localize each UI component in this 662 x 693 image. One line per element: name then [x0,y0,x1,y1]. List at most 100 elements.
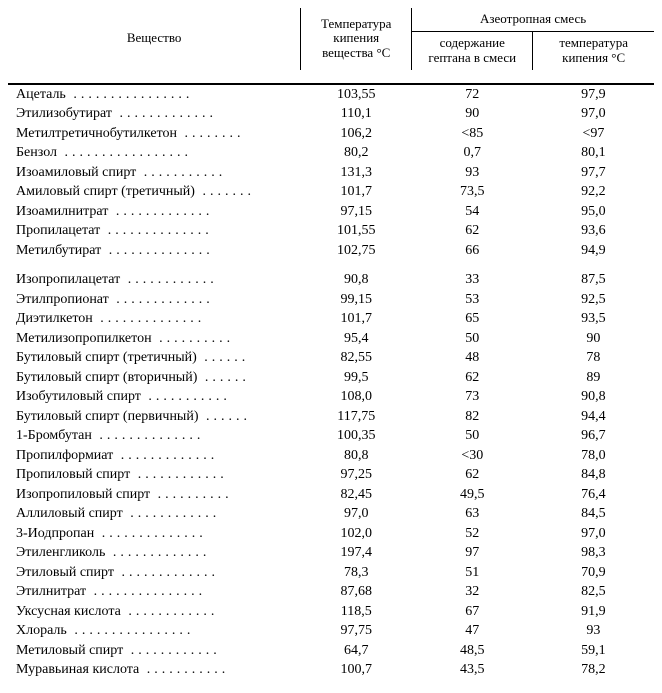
cell-temp-substance: 100,35 [301,426,412,446]
cell-azeotrope-bp: 78,0 [533,446,654,466]
cell-azeotrope-bp: 94,4 [533,407,654,427]
cell-heptane-content: 51 [412,563,533,583]
table-row: Диэтилкетон ..............101,76593,5 [8,309,654,329]
table-header: Вещество Температура кипения вещества °С… [8,8,654,84]
table-row: Бутиловый спирт (вторичный) ......99,562… [8,368,654,388]
cell-azeotrope-bp: 94,9 [533,241,654,261]
cell-azeotrope-bp: 96,7 [533,426,654,446]
cell-substance: Муравьиная кислота ........... [8,660,301,680]
cell-temp-substance: 90,8 [301,270,412,290]
cell-heptane-content: <85 [412,124,533,144]
cell-heptane-content: 66 [412,241,533,261]
cell-azeotrope-bp: 84,5 [533,504,654,524]
cell-substance: Метилтретичнобутилкетон ........ [8,124,301,144]
table-row: Метилизопропилкетон ..........95,45090 [8,329,654,349]
cell-heptane-content: 48 [412,348,533,368]
table-row: Метиловый спирт ............64,748,559,1 [8,641,654,661]
cell-azeotrope-bp: 91,9 [533,602,654,622]
table-row: Этилизобутират .............110,19097,0 [8,104,654,124]
cell-temp-substance: 102,75 [301,241,412,261]
cell-substance: Бутиловый спирт (первичный) ...... [8,407,301,427]
cell-substance: Изобутиловый спирт ........... [8,387,301,407]
cell-heptane-content: 53 [412,290,533,310]
cell-azeotrope-bp: 78 [533,348,654,368]
table-row: Муравьиная кислота ...........100,743,57… [8,660,654,680]
cell-heptane-content: 93 [412,163,533,183]
table-row: 1-Бромбутан ..............100,355096,7 [8,426,654,446]
cell-substance: Бензол ................. [8,143,301,163]
header-azeotrope-group: Азеотропная смесь [412,8,654,31]
cell-heptane-content: 49,5 [412,485,533,505]
cell-substance: Пропиловый спирт ............ [8,465,301,485]
header-heptane-content: содержание гептана в смеси [412,31,533,69]
cell-heptane-content: 43,5 [412,660,533,680]
table-row: Метилтретичнобутилкетон ........106,2<85… [8,124,654,144]
table-row: Бутиловый спирт (третичный) ......82,554… [8,348,654,368]
cell-azeotrope-bp: <97 [533,124,654,144]
cell-heptane-content: 52 [412,524,533,544]
cell-azeotrope-bp: 92,2 [533,182,654,202]
cell-temp-substance: 99,5 [301,368,412,388]
table-row: Пропилацетат ..............101,556293,6 [8,221,654,241]
cell-temp-substance: 103,55 [301,84,412,105]
table-row: Изоамиловый спирт ...........131,39397,7 [8,163,654,183]
cell-temp-substance: 101,55 [301,221,412,241]
cell-heptane-content: 72 [412,84,533,105]
cell-substance: Изопропилацетат ............ [8,270,301,290]
cell-azeotrope-bp: 93,6 [533,221,654,241]
cell-heptane-content: 62 [412,368,533,388]
cell-azeotrope-bp: 76,4 [533,485,654,505]
cell-heptane-content: 0,7 [412,143,533,163]
cell-heptane-content: 33 [412,270,533,290]
cell-azeotrope-bp: 89 [533,368,654,388]
cell-azeotrope-bp: 70,9 [533,563,654,583]
table-row: Изобутиловый спирт ...........108,07390,… [8,387,654,407]
cell-azeotrope-bp: 80,1 [533,143,654,163]
cell-heptane-content: 47 [412,621,533,641]
cell-temp-substance: 82,55 [301,348,412,368]
cell-heptane-content: 63 [412,504,533,524]
table-row: Изоамилнитрат .............97,155495,0 [8,202,654,222]
cell-heptane-content: 50 [412,426,533,446]
cell-heptane-content: 54 [412,202,533,222]
table-row: Этилнитрат ...............87,683282,5 [8,582,654,602]
table-row: Пропилформиат .............80,8<3078,0 [8,446,654,466]
cell-temp-substance: 101,7 [301,309,412,329]
table-row: Бутиловый спирт (первичный) ......117,75… [8,407,654,427]
cell-substance: Изоамиловый спирт ........... [8,163,301,183]
cell-heptane-content: 73 [412,387,533,407]
cell-temp-substance: 102,0 [301,524,412,544]
cell-substance: Ацеталь ................ [8,84,301,105]
cell-temp-substance: 197,4 [301,543,412,563]
cell-substance: Метиловый спирт ............ [8,641,301,661]
header-substance: Вещество [8,8,301,70]
cell-heptane-content: 65 [412,309,533,329]
cell-substance: Этилнитрат ............... [8,582,301,602]
cell-temp-substance: 101,7 [301,182,412,202]
header-temp-substance: Температура кипения вещества °С [301,8,412,70]
cell-heptane-content: 82 [412,407,533,427]
header-azeotrope-bp: температура кипения °С [533,31,654,69]
cell-substance: 1-Бромбутан .............. [8,426,301,446]
table-row: Уксусная кислота ............118,56791,9 [8,602,654,622]
cell-temp-substance: 131,3 [301,163,412,183]
cell-substance: Уксусная кислота ............ [8,602,301,622]
cell-temp-substance: 118,5 [301,602,412,622]
cell-substance: Метилизопропилкетон .......... [8,329,301,349]
cell-heptane-content: 67 [412,602,533,622]
table-row: Ацеталь ................103,557297,9 [8,84,654,105]
cell-azeotrope-bp: 59,1 [533,641,654,661]
cell-substance: 3-Иодпропан .............. [8,524,301,544]
cell-temp-substance: 99,15 [301,290,412,310]
cell-heptane-content: 50 [412,329,533,349]
cell-azeotrope-bp: 84,8 [533,465,654,485]
cell-substance: Пропилацетат .............. [8,221,301,241]
table-body: Ацеталь ................103,557297,9Этил… [8,84,654,680]
cell-azeotrope-bp: 97,0 [533,524,654,544]
table-row: Бензол .................80,20,780,1 [8,143,654,163]
cell-azeotrope-bp: 95,0 [533,202,654,222]
group-gap [8,260,654,270]
cell-azeotrope-bp: 87,5 [533,270,654,290]
cell-substance: Изопропиловый спирт .......... [8,485,301,505]
cell-heptane-content: 48,5 [412,641,533,661]
